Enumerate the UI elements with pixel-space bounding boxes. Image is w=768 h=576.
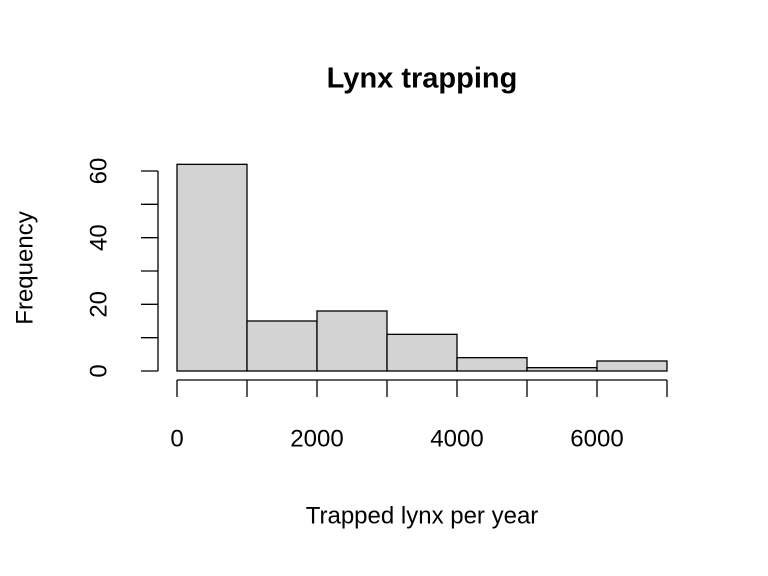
x-tick-label: 0 (170, 425, 183, 452)
x-tick-label: 4000 (430, 425, 483, 452)
x-tick-label: 2000 (290, 425, 343, 452)
y-tick-label: 40 (85, 224, 112, 251)
y-axis-label: Frequency (11, 211, 38, 324)
y-tick-label: 20 (85, 291, 112, 318)
x-tick-label: 6000 (570, 425, 623, 452)
bar (176, 163, 248, 372)
bar (316, 310, 388, 372)
y-tick-label: 0 (85, 364, 112, 377)
bar (456, 357, 528, 372)
bar (246, 320, 318, 372)
chart-title: Lynx trapping (327, 63, 518, 95)
y-tick-label: 60 (85, 158, 112, 185)
x-axis-label: Trapped lynx per year (306, 502, 539, 529)
bar (386, 333, 458, 372)
bar (596, 360, 668, 372)
bar (526, 367, 598, 372)
